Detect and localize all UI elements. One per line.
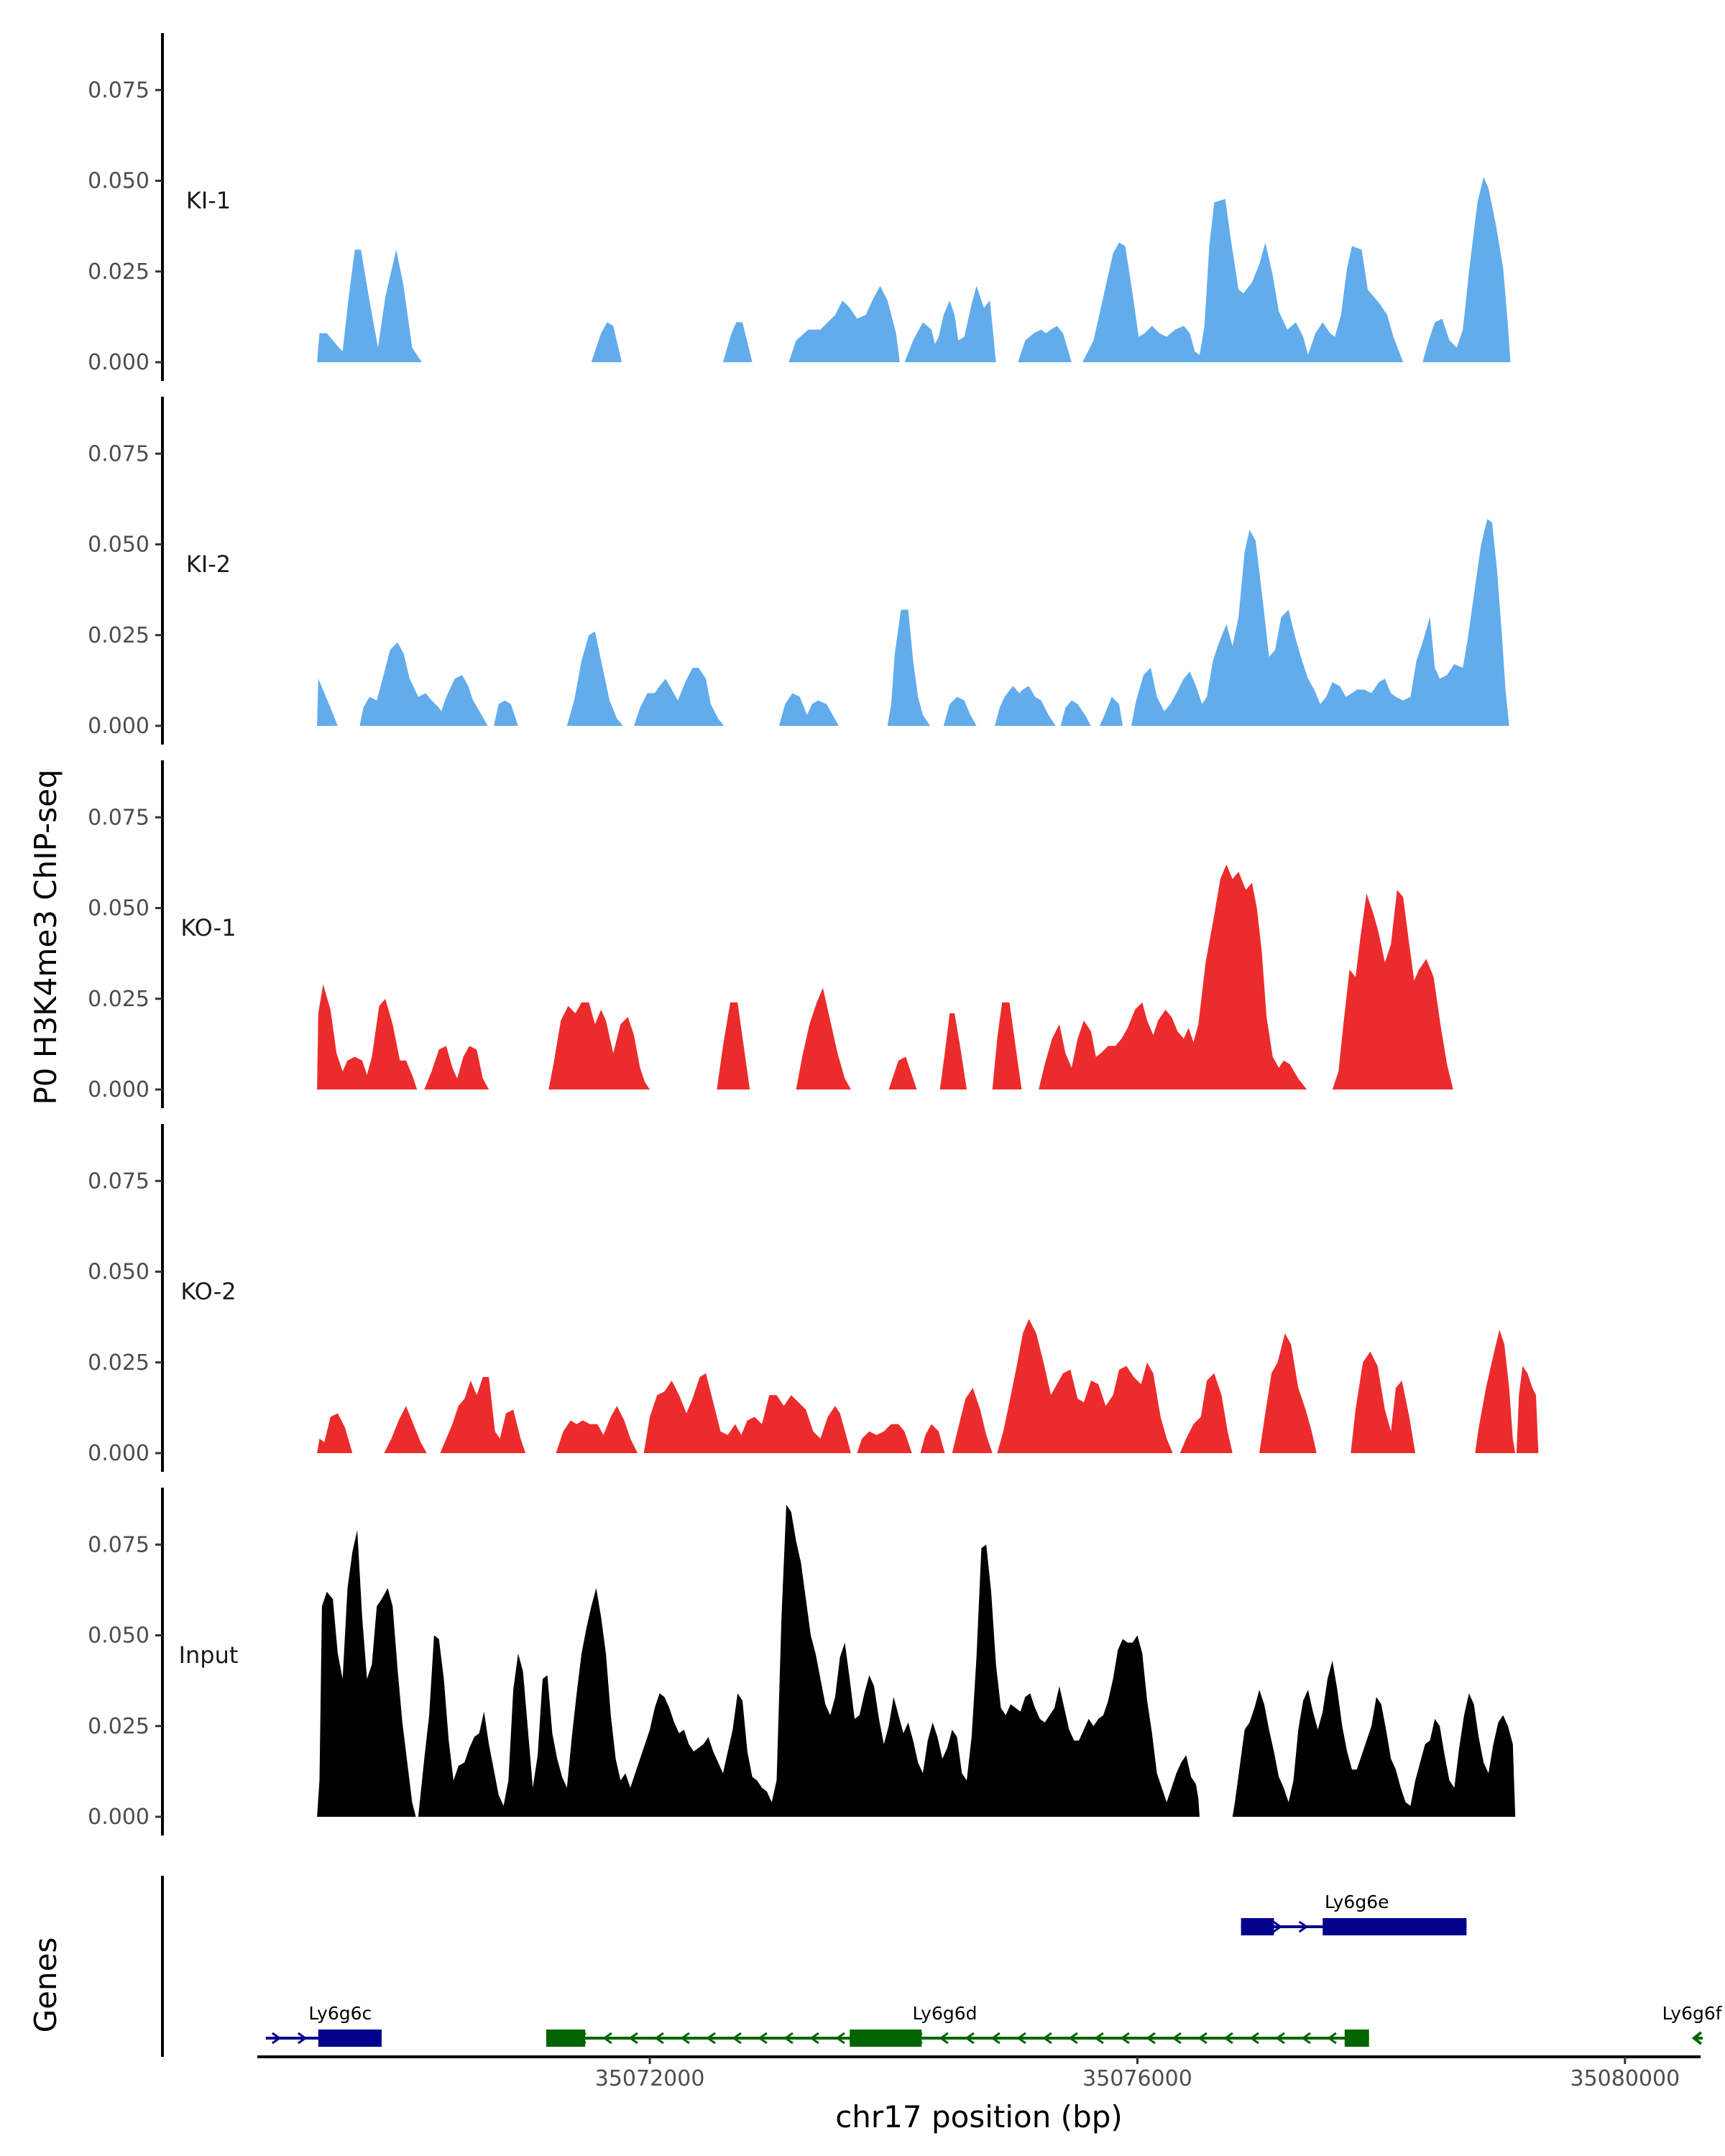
y-tick-label: 0.000 (88, 1441, 150, 1466)
exon (850, 2030, 922, 2047)
strand-arrow (1146, 2032, 1156, 2045)
signal-area-ko-1 (317, 864, 1504, 1089)
strand-arrow (1016, 2032, 1026, 2045)
y-tick-label: 0.025 (88, 1350, 150, 1376)
y-tick-label: 0.050 (88, 533, 150, 558)
y-tick-label: 0.050 (88, 896, 150, 921)
strand-arrow (602, 2032, 612, 2045)
strand-arrow (1301, 2032, 1311, 2045)
exon (546, 2030, 586, 2047)
strand-arrow (1172, 2032, 1182, 2045)
y-tick-label: 0.025 (88, 259, 150, 285)
strand-arrow (1068, 2032, 1078, 2045)
track-ko-2: 0.000 0.025 0.050 0.075 KO-2 (88, 1124, 1539, 1472)
strand-arrow (732, 2032, 742, 2045)
strand-arrow (1691, 2031, 1703, 2045)
strand-arrow (1275, 2032, 1285, 2045)
y-tick-label: 0.075 (88, 805, 150, 830)
x-tick-label: 35080000 (1570, 2066, 1680, 2091)
track-label: KI-1 (186, 187, 231, 214)
strand-arrow (939, 2032, 949, 2045)
gene-label: Ly6g6e (1325, 1892, 1389, 1912)
y-tick-label: 0.075 (88, 1532, 150, 1557)
strand-arrow (1249, 2032, 1259, 2045)
strand-arrow (1094, 2032, 1104, 2045)
track-label: KI-2 (186, 550, 231, 578)
strand-arrow (1327, 2032, 1337, 2045)
x-axis-title: chr17 position (bp) (835, 2099, 1123, 2134)
strand-arrow (654, 2032, 664, 2045)
y-tick-label: 0.000 (88, 1077, 150, 1102)
strand-arrow (1298, 1920, 1309, 1933)
track-label: KO-1 (180, 914, 236, 941)
strand-arrow (835, 2032, 845, 2045)
strand-arrow (298, 2032, 308, 2045)
strand-arrow (1223, 2032, 1233, 2045)
y-tick-label: 0.025 (88, 987, 150, 1012)
signal-area-ki-2 (317, 519, 1509, 726)
strand-arrow (1197, 2032, 1208, 2045)
y-tick-label: 0.000 (88, 714, 150, 739)
signal-tracks: 0.0000.0250.0500.075KI-10.0000.0250.0500… (88, 33, 1539, 1835)
exon (1344, 2030, 1369, 2047)
gene-label: Ly6g6f (1662, 2003, 1723, 2024)
x-axis: 35072000 35076000 35080000 (257, 2055, 1701, 2091)
y-tick-label: 0.075 (88, 1169, 150, 1194)
y-tick-label: 0.000 (88, 1805, 150, 1830)
strand-arrow (783, 2032, 794, 2045)
track-input: 0.000 0.025 0.050 0.075 Input (88, 1488, 1516, 1835)
x-tick-label: 35076000 (1082, 2066, 1192, 2091)
y-tick-label: 0.000 (88, 350, 150, 375)
strand-arrow (628, 2032, 638, 2045)
strand-arrow (965, 2032, 975, 2045)
track-ki-1: 0.000 0.025 0.050 0.075 KI-1 (88, 33, 1511, 381)
gene-label: Ly6g6d (913, 2003, 978, 2024)
x-tick-label: 35072000 (595, 2066, 705, 2091)
y-axis-title: P0 H3K4me3 ChIP-seq (28, 769, 63, 1105)
genes-axis-title: Genes (28, 1938, 63, 2033)
strand-arrow (1272, 1920, 1283, 1933)
y-tick-label: 0.075 (88, 441, 150, 466)
y-tick-label: 0.050 (88, 1260, 150, 1285)
signal-area-input (317, 1504, 1516, 1817)
strand-arrow (1042, 2032, 1052, 2045)
gene-panel: Ly6g6c Ly6g6d Ly6g6e Ly6g6f (161, 1876, 1723, 2057)
track-label: Input (179, 1641, 239, 1669)
signal-area-ki-1 (317, 177, 1511, 362)
y-tick-label: 0.025 (88, 1714, 150, 1739)
track-ki-2: 0.000 0.025 0.050 0.075 KI-2 (88, 397, 1509, 745)
track-ko-1: 0.000 0.025 0.050 0.075 KO-1 (88, 760, 1504, 1108)
gene-label: Ly6g6c (308, 2003, 372, 2024)
strand-arrow (272, 2032, 282, 2045)
y-tick-label: 0.025 (88, 623, 150, 648)
exon (1322, 1918, 1467, 1935)
strand-arrow (758, 2032, 768, 2045)
gene-ly6g6f: Ly6g6f (1662, 2003, 1723, 2045)
y-tick-label: 0.075 (88, 78, 150, 103)
strand-arrow (809, 2032, 819, 2045)
gene-ly6g6c: Ly6g6c (265, 2003, 382, 2047)
strand-arrow (680, 2032, 690, 2045)
signal-area-ko-2 (317, 1319, 1539, 1453)
exon (318, 2030, 382, 2047)
strand-arrow (706, 2032, 716, 2045)
y-tick-label: 0.050 (88, 1623, 150, 1649)
gene-ly6g6d: Ly6g6d (546, 2003, 1369, 2047)
strand-arrow (990, 2032, 1000, 2045)
track-label: KO-2 (180, 1278, 236, 1305)
gene-ly6g6e: Ly6g6e (1241, 1892, 1467, 1935)
y-tick-label: 0.050 (88, 169, 150, 194)
exon (1241, 1918, 1274, 1935)
strand-arrow (1120, 2032, 1130, 2045)
